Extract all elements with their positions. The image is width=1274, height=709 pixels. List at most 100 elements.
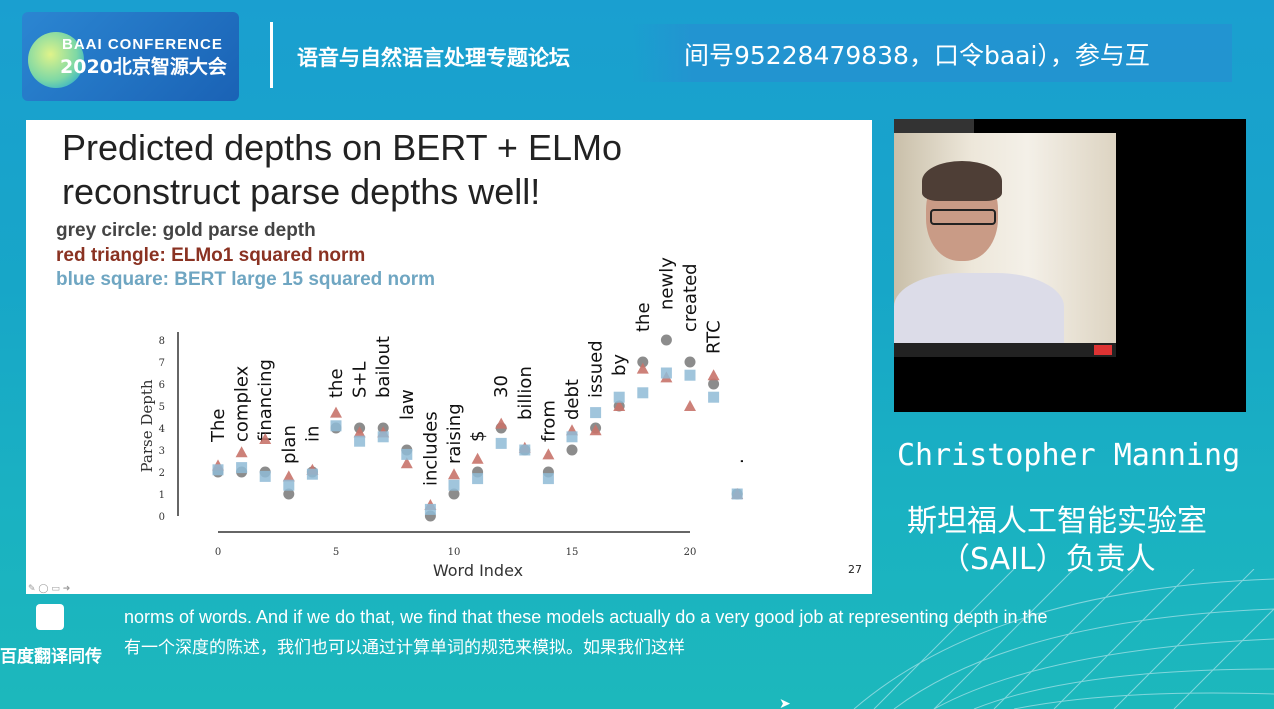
speaker-video [894,119,1246,412]
bert-depth-point [377,431,389,443]
gold-depth-point [637,356,649,368]
word-label: financing [255,359,276,442]
bert-depth-point [542,473,554,485]
bert-depth-point [448,479,460,491]
word-label: created [680,263,701,332]
x-tick-label: 0 [215,547,221,558]
bert-depth-point [236,462,248,474]
elmo-depth-point [282,470,295,482]
speaker-hair [922,161,1002,201]
elmo-depth-point [400,457,413,469]
word-label: RTC [704,320,725,354]
slide-page-number: 27 [848,563,862,576]
end-meeting-button[interactable] [1094,345,1112,355]
bert-depth-point [306,468,318,480]
word-label: the [326,368,347,398]
y-tick-label: 0 [159,512,165,523]
word-label: from [538,400,559,442]
gold-depth-point [283,488,295,500]
logo-line1: BAAI CONFERENCE [62,36,223,53]
x-tick-label: 5 [333,547,339,558]
word-label: $ [468,431,489,442]
word-label: newly [656,257,677,310]
forum-title: 语音与自然语言处理专题论坛 [297,46,570,70]
bert-depth-point [708,391,720,403]
logo-line2: 2020北京智源大会 [60,56,227,78]
elmo-depth-point [235,446,248,458]
word-label: issued [586,340,607,398]
mouse-cursor-icon: ➤ [779,696,791,709]
y-tick-label: 8 [159,336,165,347]
elmo-depth-point [259,433,272,444]
word-label: . [727,458,748,464]
x-axis-label: Word Index [433,561,523,580]
gold-depth-point [660,334,672,346]
speaker-role-line2: （SAIL）负责人 [940,542,1156,577]
y-tick-label: 4 [159,424,165,435]
x-tick-label: 20 [684,547,697,558]
legend-blue-square: blue square: BERT large 15 squared norm [56,269,436,290]
slide-toolbar-icons[interactable]: ✎ ◯ ▭ ➜ [28,584,71,594]
y-tick-label: 1 [159,490,165,501]
x-tick-label: 15 [566,547,579,558]
parse-depth-scatter-plot: 0 1 2 3 4 5 6 7 8 0 5 10 15 20 Word Index Parse Depth Th… [138,257,748,580]
elmo-depth-point [542,448,555,460]
legend-grey-circle: grey circle: gold parse depth [56,220,316,241]
bert-depth-point [660,367,672,379]
word-label: debt [562,379,583,420]
subtitle-chinese: 有一个深度的陈述，我们也可以通过计算单词的规范来模拟。如果我们这样 [124,638,685,658]
gold-depth-point [566,444,578,456]
legend-red-triangle: red triangle: ELMo1 squared norm [56,245,366,266]
presentation-slide: Predicted depths on BERT + ELMo reconstr… [26,120,872,594]
x-tick-label: 10 [448,547,461,558]
gold-depth-point [708,378,720,390]
logo-blob [28,32,84,88]
speaker-glasses [930,209,996,225]
bert-depth-point [354,435,366,447]
word-label: billion [515,366,536,420]
elmo-depth-point [613,400,626,411]
video-frame [894,133,1116,357]
elmo-depth-point [495,417,508,429]
word-label: law [397,389,418,420]
gold-depth-point [684,356,696,368]
word-label: S+L [350,361,371,398]
bert-depth-point [590,407,602,419]
bert-depth-point [519,444,531,456]
slide-title-line2: reconstruct parse depths well! [62,171,541,212]
bert-depth-point [401,448,413,460]
elmo-depth-point [353,426,366,438]
y-tick-label: 6 [159,380,165,391]
ticker-banner: 间号95228479838，口令baai），参与互 [632,24,1232,82]
word-label: the [633,302,654,332]
word-label: bailout [373,336,394,398]
word-label: plan [279,425,300,464]
slide-title: Predicted depths on BERT + ELMo reconstr… [62,126,622,214]
word-label: in [302,426,323,442]
meeting-control-bar[interactable] [894,343,1116,357]
elmo-depth-point [471,452,484,464]
translate-provider: 百度翻译同传 [0,647,102,667]
y-tick-label: 3 [159,446,165,457]
bert-depth-point [330,420,342,432]
elmo-depth-point [707,369,720,381]
elmo-depth-point [684,400,696,411]
bert-depth-point [259,470,271,482]
elmo-depth-point [636,362,649,374]
slide-title-line1: Predicted depths on BERT + ELMo [62,127,623,168]
translate-logo-icon [36,604,64,630]
word-label: by [609,354,630,376]
bert-depth-point [731,488,743,500]
bert-depth-point [212,464,224,476]
y-axis-label: Parse Depth [138,379,156,472]
bert-depth-point [684,369,696,381]
gold-depth-point [448,488,460,500]
bert-depth-point [495,437,507,449]
word-label: includes [420,411,441,486]
word-label: complex [232,365,253,442]
decorative-net [853,569,1274,709]
baai-logo: BAAI CONFERENCE 2020北京智源大会 [22,12,239,101]
participant-thumbnails[interactable] [894,119,974,133]
word-label: 30 [491,375,512,398]
bert-depth-point [472,473,484,485]
